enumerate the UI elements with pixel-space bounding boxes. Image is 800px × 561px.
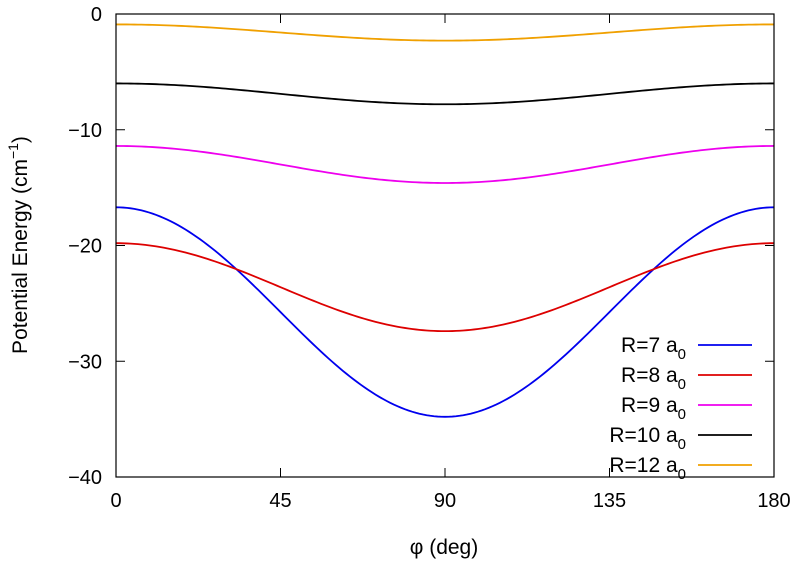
x-tick-label: 90 xyxy=(434,490,456,512)
legend: R=7 a0R=8 a0R=9 a0R=10 a0R=12 a0 xyxy=(609,334,752,483)
legend-label-subscript: 0 xyxy=(678,466,686,483)
legend-label-main: R=10 a xyxy=(609,424,678,447)
series-lines xyxy=(115,23,775,418)
y-axis-label-close: ) xyxy=(9,136,32,143)
series-line-3 xyxy=(115,145,775,184)
legend-label-subscript: 0 xyxy=(678,376,686,393)
legend-label-subscript: 0 xyxy=(678,346,686,363)
series-line-1 xyxy=(115,206,775,418)
legend-label-subscript: 0 xyxy=(678,436,686,453)
legend-label-main: R=8 a xyxy=(621,364,678,387)
y-tick-label: −20 xyxy=(68,236,102,258)
series-line-4 xyxy=(115,82,775,106)
legend-label: R=10 a0 xyxy=(609,424,686,453)
legend-label-main: R=12 a xyxy=(609,454,678,477)
x-axis-label: φ (deg) xyxy=(410,536,478,559)
series-line-2 xyxy=(115,242,775,333)
x-tick-label: 135 xyxy=(593,490,626,512)
legend-label: R=12 a0 xyxy=(609,454,686,483)
y-tick-label: −10 xyxy=(68,120,102,142)
x-tick-label: 180 xyxy=(757,490,790,512)
legend-label: R=8 a0 xyxy=(621,364,686,393)
y-tick-label: 0 xyxy=(91,4,102,26)
legend-label: R=9 a0 xyxy=(621,394,686,423)
y-axis-label-exponent: −1 xyxy=(5,143,21,159)
legend-label-main: R=9 a xyxy=(621,394,678,417)
y-tick-label: −40 xyxy=(68,467,102,489)
y-axis-label: Potential Energy (cm−1) xyxy=(5,136,32,354)
y-axis-label-main: Potential Energy (cm xyxy=(9,159,32,354)
legend-label-subscript: 0 xyxy=(678,406,686,423)
y-tick-label: −30 xyxy=(68,351,102,373)
series-line-5 xyxy=(116,23,774,42)
tick-labels: 0 45 90 135 180 0 −10 −20 −30 −40 xyxy=(68,4,791,512)
x-tick-label: 0 xyxy=(110,490,121,512)
legend-label-main: R=7 a xyxy=(621,334,678,357)
legend-label: R=7 a0 xyxy=(621,334,686,363)
plot-frame xyxy=(115,13,775,478)
x-tick-label: 45 xyxy=(269,490,291,512)
